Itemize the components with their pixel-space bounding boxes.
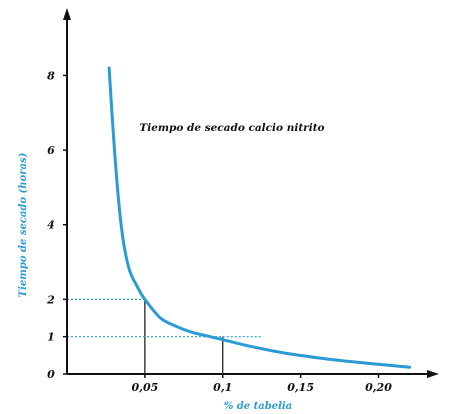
x-tick-label: 0,20 <box>365 381 392 394</box>
y-tick-label: 0 <box>47 368 55 381</box>
series-group <box>107 66 412 369</box>
y-tick-label: 6 <box>47 144 55 157</box>
y-tick-label: 4 <box>47 219 55 232</box>
y-tick-label: 8 <box>47 69 55 82</box>
chart-annotation: Tiempo de secado calcio nitrito <box>139 122 324 134</box>
x-tick-label: 0,1 <box>213 381 232 394</box>
axes <box>63 8 439 378</box>
y-tick-label: 2 <box>46 293 55 306</box>
y-tick-label: 1 <box>47 331 55 344</box>
series-line <box>107 66 412 369</box>
tick-marks: 0 1 2 4 6 8 0,05 0,1 0,15 0,20 <box>46 69 392 394</box>
x-tick-label: 0,15 <box>287 381 314 394</box>
x-tick-label: 0,05 <box>131 381 158 394</box>
y-axis-title: Tiempo de secado (horas) <box>18 152 29 297</box>
y-axis-arrow <box>63 8 71 20</box>
guide-lines <box>67 298 263 374</box>
x-axis-arrow <box>427 370 439 378</box>
x-axis-title: % de tabelia <box>224 401 292 412</box>
